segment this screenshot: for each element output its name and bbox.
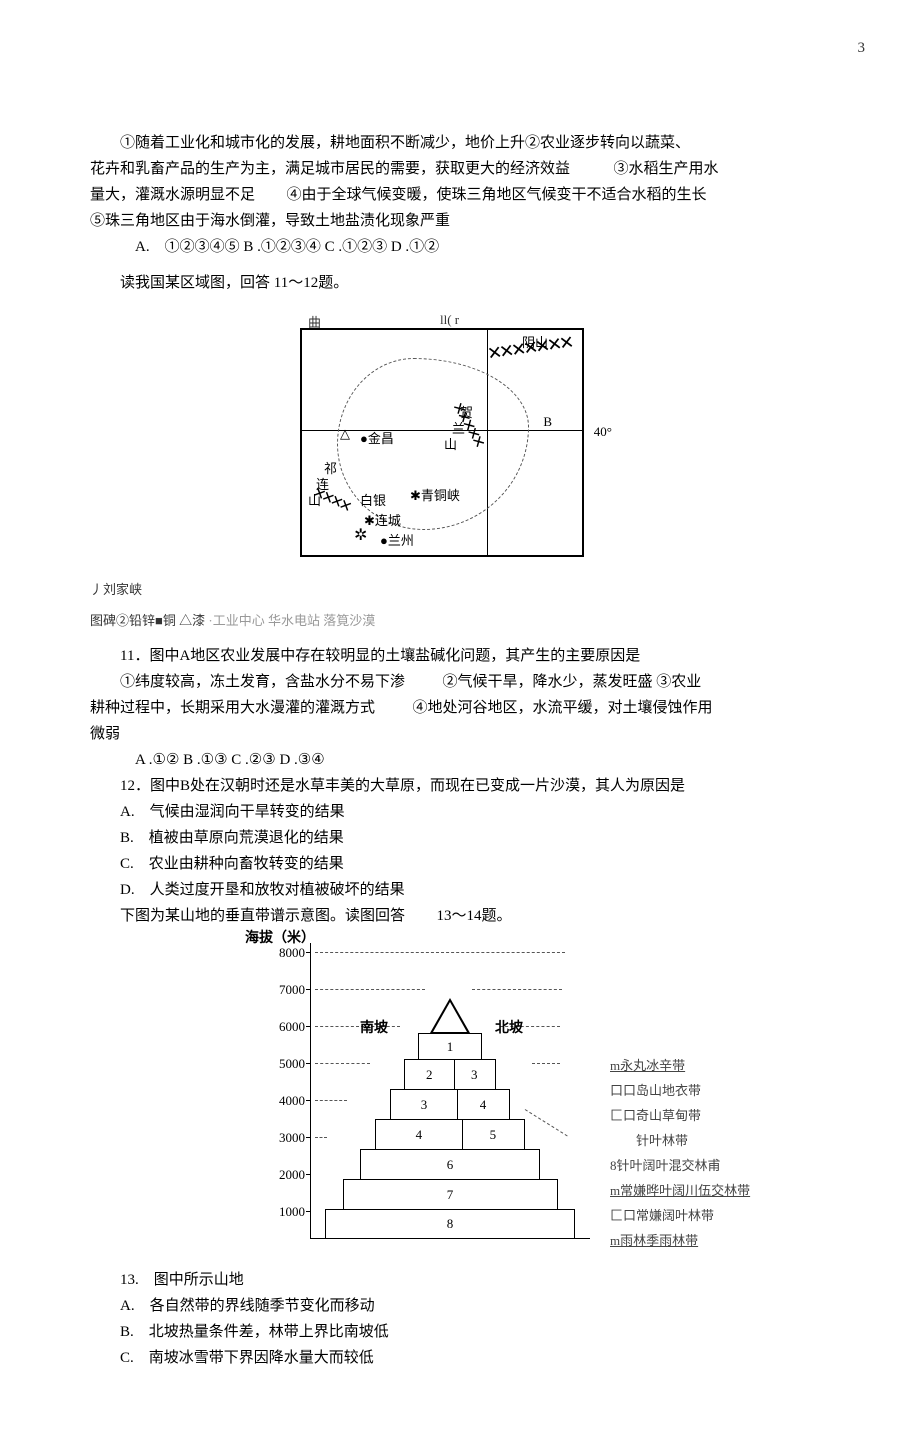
regional-map: 曲 ll( r ✕✕✕✕✕✕✕ 阴山 40° B ✕✕✕✕✕ 贺 兰 山 ●金昌…	[290, 308, 590, 568]
q11-line-b: 耕种过程中，长期采用大水漫灌的灌溉方式 ④地处河谷地区，水流平缓，对土壤侵蚀作用	[90, 695, 840, 721]
q11-options: A .①② B .①③ C .②③ D .③④	[135, 747, 840, 773]
leg-3: 针叶林带	[610, 1128, 750, 1153]
q11-bl: 耕种过程中，长期采用大水漫灌的灌溉方式	[90, 700, 375, 716]
map-jinchang: ●金昌	[360, 428, 394, 447]
instr2: 下图为某山地的垂直带谱示意图。读图回答 13～14题。	[90, 903, 840, 929]
ytick-2000: 2000	[250, 1167, 305, 1183]
instr2-r: 13～14题。	[437, 908, 512, 924]
layer-6: 6	[360, 1149, 540, 1179]
map-qilian3: 山	[308, 490, 321, 509]
map-legend-1: 丿刘家峡	[90, 581, 840, 599]
leg2a: 图碑②铅锌■铜 △漆	[90, 613, 208, 628]
leg2b: ·工业中心 华水电站	[208, 613, 323, 628]
q12-stem: 12．图中B处在汉朝时还是水草丰美的大草原，而现在已变成一片沙漠，其人为原因是	[90, 773, 840, 799]
mountain-layers: 8 7 6 4 5 3 4 2 3 1	[325, 963, 575, 1239]
map-lat40: 40°	[594, 424, 612, 440]
ytick-4000: 4000	[250, 1093, 305, 1109]
page-number: 3	[858, 40, 866, 57]
ytick-7000: 7000	[250, 982, 305, 998]
q10-options: A. ①②③④⑤ B .①②③④ C .①②③ D .①②	[135, 234, 840, 260]
layer-4-5: 4 5	[375, 1119, 525, 1149]
map-qtx: ✱青铜峡	[410, 485, 460, 504]
q12-c: C. 农业由耕种向畜牧转变的结果	[90, 851, 840, 877]
leg-4: 8针叶阔叶混交林甫	[610, 1153, 750, 1178]
mountain-chart: 海拔（米） 8000 7000 6000 5000 4000 3000 2000…	[240, 933, 840, 1263]
map-label-hr: ll( r	[440, 312, 459, 328]
q13-b: B. 北坡热量条件差，林带上界比南坡低	[90, 1319, 840, 1345]
layer-1: 1	[418, 1033, 482, 1059]
leg-1: 口口岛山地衣带	[610, 1078, 750, 1103]
mountain-legend: m永丸冰辛带 口口岛山地衣带 匚口奇山草甸带 针叶林带 8针叶阔叶混交林甫 m常…	[610, 1053, 750, 1253]
layer-3-4: 3 4	[390, 1089, 510, 1119]
layer-2-3: 2 3	[404, 1059, 496, 1089]
q11-stem: 11．图中A地区农业发展中存在较明显的土壤盐碱化问题，其产生的主要原因是	[90, 643, 840, 669]
q13-stem: 13. 图中所示山地	[90, 1267, 840, 1293]
leg-2: 匚口奇山草甸带	[610, 1103, 750, 1128]
ytick-1000: 1000	[250, 1204, 305, 1220]
leg-0: m永丸冰辛带	[610, 1058, 685, 1073]
q12-b: B. 植被由草原向荒漠退化的结果	[90, 825, 840, 851]
q11-line-c: 微弱	[90, 721, 840, 747]
p1d: ⑤珠三角地区由于海水倒灌，导致土地盐渍化现象严重	[90, 208, 840, 234]
q12-d: D. 人类过度开垦和放牧对植被破坏的结果	[90, 877, 840, 903]
ytick-3000: 3000	[250, 1130, 305, 1146]
p1c: 量大，灌溉水源明显不足 ④由于全球气候变暖，使珠三角地区气候变干不适合水稻的生长	[90, 182, 840, 208]
q11-br: ④地处河谷地区，水流平缓，对土壤侵蚀作用	[413, 700, 713, 716]
q12-a: A. 气候由湿润向干旱转变的结果	[90, 799, 840, 825]
layer-8: 8	[325, 1209, 575, 1239]
p1a: ①随着工业化和城市化的发展，耕地面积不断减少，地价上升②农业逐步转向以蔬菜、	[90, 130, 840, 156]
p1b-left: 花卉和乳畜产品的生产为主，满足城市居民的需要，获取更大的经济效益	[90, 161, 570, 177]
page-root: 3 ①随着工业化和城市化的发展，耕地面积不断减少，地价上升②农业逐步转向以蔬菜、…	[0, 0, 920, 1451]
q13-a: A. 各自然带的界线随季节变化而移动	[90, 1293, 840, 1319]
leg-5: m常嫌晔叶阔川伍交林带	[610, 1183, 750, 1198]
q11-ar: ②气候干旱，降水少，蒸发旺盛 ③农业	[443, 674, 702, 690]
ytick-5000: 5000	[250, 1056, 305, 1072]
q11-al: ①纬度较高，冻土发育，含盐水分不易下渗	[120, 674, 405, 690]
q11-line-a: ①纬度较高，冻土发育，含盐水分不易下渗 ②气候干旱，降水少，蒸发旺盛 ③农业	[90, 669, 840, 695]
instr2-l: 下图为某山地的垂直带谱示意图。读图回答	[120, 908, 405, 924]
map-B: B	[543, 414, 552, 430]
leg-6: 匚口常嫌阔叶林带	[610, 1203, 750, 1228]
map-legend-2: 图碑②铅锌■铜 △漆 ·工业中心 华水电站 落筧沙漠	[90, 612, 840, 630]
q13-c: C. 南坡冰雪带下界因降水量大而较低	[90, 1345, 840, 1371]
p1c-left: 量大，灌溉水源明显不足	[90, 187, 255, 203]
p1c-right: ④由于全球气候变暖，使珠三角地区气候变干不适合水稻的生长	[287, 187, 707, 203]
ytick-6000: 6000	[250, 1019, 305, 1035]
map-lanzhou: ●兰州	[380, 530, 414, 549]
map-helan3: 山	[444, 434, 457, 453]
layer-7: 7	[343, 1179, 558, 1209]
instr1: 读我国某区域图，回答 11～12题。	[90, 270, 840, 296]
axis-title: 海拔（米）	[245, 927, 315, 947]
map-liancheng: ✱连城	[364, 510, 401, 529]
leg-7: m雨林季雨林带	[610, 1233, 698, 1248]
p1b: 花卉和乳畜产品的生产为主，满足城市居民的需要，获取更大的经济效益 ③水稻生产用水	[90, 156, 840, 182]
ytick-8000: 8000	[250, 945, 305, 961]
map-yinshan: 阴山	[522, 332, 548, 351]
mountain-peak	[430, 998, 470, 1033]
leg2c: 落筧沙漠	[323, 613, 375, 628]
p1b-right: ③水稻生产用水	[614, 161, 719, 177]
map-baiyin: 白银	[360, 490, 386, 509]
map-frame: ✕✕✕✕✕✕✕ 阴山 40° B ✕✕✕✕✕ 贺 兰 山 ●金昌 △ ✕✕✕✕ …	[300, 328, 584, 557]
